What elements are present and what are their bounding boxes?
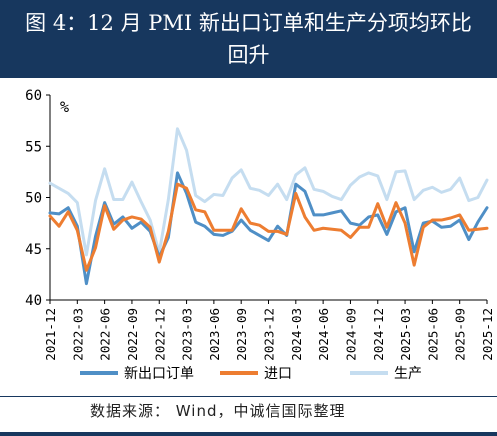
x-tick-label: 2025-03 — [398, 308, 413, 361]
y-tick-label: 40 — [25, 293, 42, 309]
chart-area: 40 45 50 55 60% 2021-12 2022-03 2022-06 2022-09 2… — [0, 78, 497, 396]
x-tick-label: 2023-09 — [234, 308, 249, 361]
y-tick-label: 45 — [25, 242, 42, 258]
title-line-1: 图 4：12 月 PMI 新出口订单和生产分项均环比 — [25, 11, 472, 35]
y-tick-label: 50 — [25, 191, 42, 207]
series-line-1 — [48, 171, 489, 286]
legend-label-2: 进口 — [264, 366, 292, 382]
x-tick-label: 2023-03 — [180, 308, 195, 361]
x-tick-label: 2024-09 — [343, 308, 358, 361]
series-line-2 — [48, 182, 489, 272]
x-tick-label: 2022-12 — [152, 308, 167, 361]
x-tick-label: 2023-12 — [262, 308, 277, 361]
source-note: 数据来源： Wind，中诚信国际整理 — [0, 396, 497, 436]
x-tick-label: 2025-12 — [480, 308, 495, 361]
legend-label-3: 生产 — [394, 366, 422, 382]
bottom-rule — [0, 432, 497, 436]
title-line-2: 回升 — [227, 43, 270, 67]
y-tick-label: 60 — [25, 88, 42, 104]
x-tick-label: 2021-12 — [43, 308, 58, 361]
y-axis-label: % — [60, 98, 69, 116]
line-chart: 40 45 50 55 60% 2021-12 2022-03 2022-06 2022-09 2… — [25, 88, 495, 382]
x-tick-label: 2023-06 — [207, 308, 222, 361]
x-tick-label: 2022-06 — [98, 308, 113, 361]
x-tick-label: 2024-03 — [289, 308, 304, 361]
series-line-3 — [48, 127, 489, 257]
x-tick-label: 2024-12 — [371, 308, 386, 361]
x-tick-label: 2022-03 — [70, 308, 85, 361]
legend-label-1: 新出口订单 — [124, 366, 194, 382]
x-tick-label: 2024-06 — [316, 308, 331, 361]
x-tick-label: 2022-09 — [125, 308, 140, 361]
x-tick-label: 2025-09 — [453, 308, 468, 361]
x-tick-label: 2025-06 — [425, 308, 440, 361]
figure-title: 图 4：12 月 PMI 新出口订单和生产分项均环比 回升 — [0, 0, 497, 78]
y-tick-label: 55 — [25, 139, 42, 155]
